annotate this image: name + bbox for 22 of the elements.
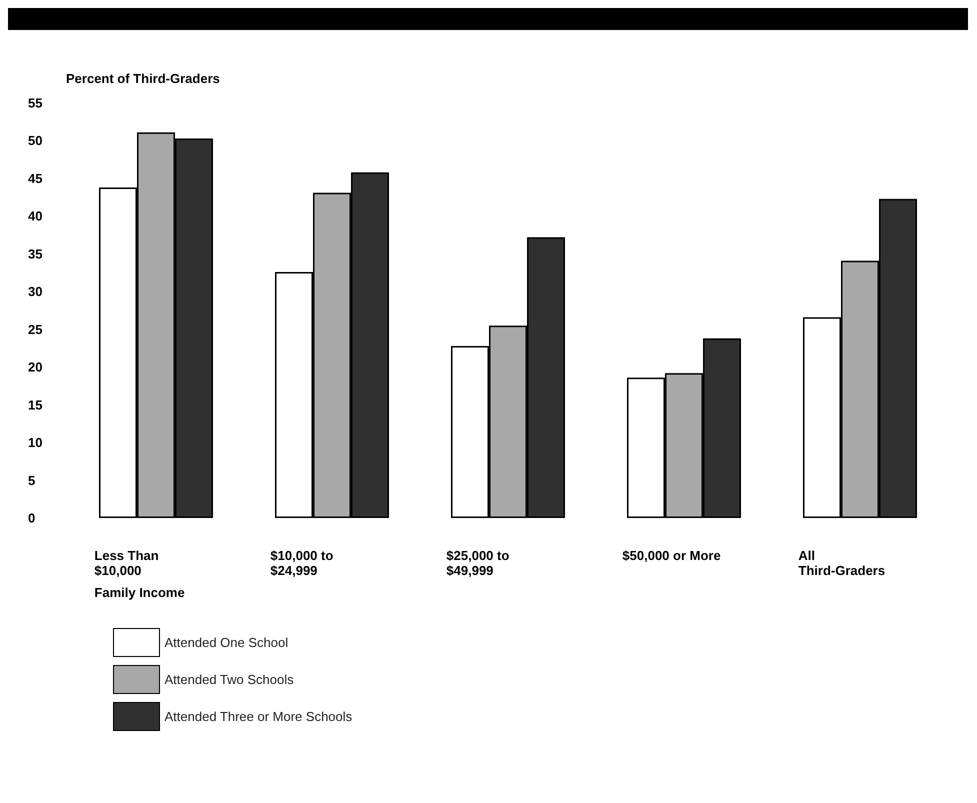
y-tick-label: 5 [28,472,36,488]
y-tick-label: 40 [28,208,42,224]
y-tick-label: 0 [28,510,36,526]
y-axis-title: Percent of Third-Graders [66,71,220,86]
legend-label: Attended Two Schools [164,672,294,687]
y-tick-label: 35 [28,246,42,262]
y-tick-label: 20 [28,360,42,375]
y-tick-label: 45 [28,170,42,186]
y-tick-label: 30 [28,284,42,300]
x-tick-label: $10,000 to $24,999 [270,548,334,578]
y-tick-label: 25 [28,322,42,337]
legend-label: Attended Three or More Schools [164,709,353,724]
legend-label: Attended One School [164,635,288,650]
y-tick-label: 50 [28,133,42,148]
x-tick-label: All Third-Graders [798,548,886,578]
x-tick-label: Less Than $10,000 [94,548,159,578]
y-tick-label: 15 [28,397,42,412]
x-axis-title: Family Income [94,585,185,600]
x-tick-label: $25,000 to $49,999 [446,548,510,578]
x-tick-label: $50,000 or More [622,548,721,563]
y-tick-label: 55 [28,96,42,110]
y-tick-label: 10 [28,435,42,450]
